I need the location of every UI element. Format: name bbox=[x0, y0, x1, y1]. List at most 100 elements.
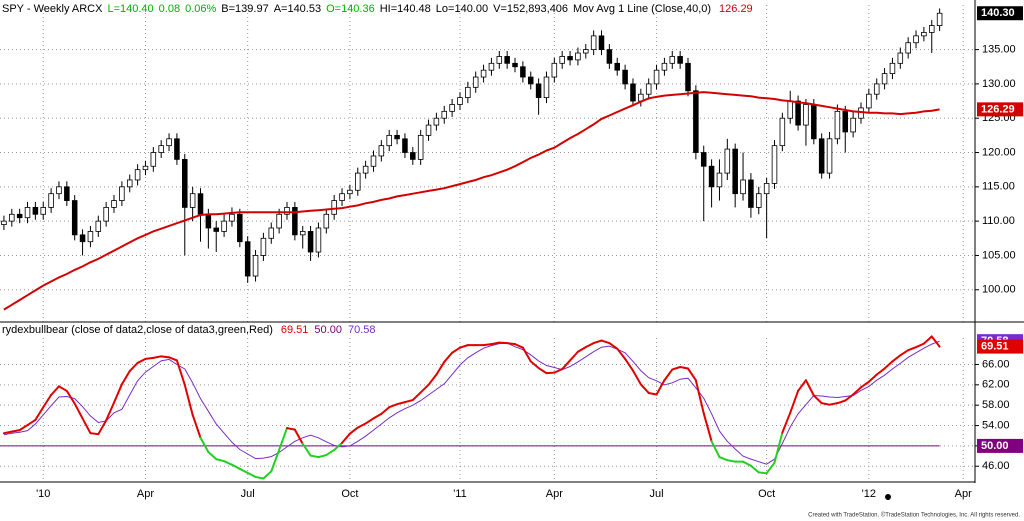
y-tick-label: 110.00 bbox=[982, 215, 1015, 227]
candle-body bbox=[803, 104, 809, 126]
candle-body bbox=[174, 138, 180, 160]
indicator-segment bbox=[679, 366, 690, 370]
indicator-segment bbox=[718, 456, 729, 462]
candle-body bbox=[834, 110, 841, 140]
candle-body bbox=[811, 104, 817, 140]
indicator-segment bbox=[333, 441, 344, 451]
candle-body bbox=[339, 193, 345, 201]
indicator-title: rydexbullbear (close of data2,close of d… bbox=[2, 324, 273, 336]
candle-body bbox=[488, 62, 495, 71]
candle-body bbox=[410, 152, 416, 160]
indicator-segment bbox=[726, 459, 737, 463]
indicator-header: rydexbullbear (close of data2,close of d… bbox=[2, 324, 375, 336]
indicator-segment bbox=[191, 413, 202, 439]
y-tick-label: 100.00 bbox=[982, 284, 1016, 296]
x-tick-label: Jul bbox=[650, 488, 664, 500]
y-tick-label: 58.00 bbox=[982, 399, 1010, 411]
indicator-segment bbox=[812, 394, 823, 405]
indicator-segment bbox=[797, 379, 807, 392]
indicator-segment bbox=[81, 417, 92, 435]
candle-body bbox=[708, 165, 715, 188]
candle-body bbox=[331, 200, 337, 215]
indicator-segment bbox=[238, 467, 249, 474]
indicator-segment bbox=[443, 351, 454, 363]
candle-body bbox=[457, 97, 463, 105]
indicator-segment bbox=[2, 430, 13, 435]
y-tick-label: 115.00 bbox=[982, 181, 1015, 193]
candle-body bbox=[928, 25, 935, 33]
candle-body bbox=[9, 213, 15, 222]
candle-body bbox=[567, 56, 573, 61]
candle-body bbox=[221, 220, 227, 232]
indicator-segment bbox=[514, 343, 524, 349]
header-item: L=140.40 bbox=[107, 3, 153, 15]
candle-body bbox=[606, 49, 613, 64]
candle-body bbox=[543, 76, 550, 99]
indicator-segment bbox=[199, 436, 210, 454]
candle-body bbox=[661, 62, 668, 71]
indicator-segment bbox=[215, 458, 226, 463]
candle-body bbox=[496, 56, 503, 64]
candle-body bbox=[64, 186, 70, 201]
indicator-segment bbox=[631, 369, 642, 386]
indicator-segment bbox=[285, 427, 296, 431]
indicator-segment bbox=[875, 367, 886, 376]
candle-body bbox=[850, 117, 856, 133]
header-item: 0.08 bbox=[159, 3, 180, 15]
candle-body bbox=[740, 179, 746, 195]
value-box bbox=[977, 438, 1023, 453]
indicator-segment bbox=[671, 366, 682, 371]
indicator-segment bbox=[537, 367, 548, 375]
candle-body bbox=[1, 220, 7, 225]
candle-body bbox=[653, 69, 660, 85]
indicator-segment bbox=[553, 368, 564, 374]
indicator-segment bbox=[380, 406, 391, 415]
header-item: O=140.36 bbox=[326, 3, 375, 15]
indicator-segment bbox=[757, 471, 768, 475]
value-box-label: 69.51 bbox=[981, 341, 1009, 353]
indicator-segment bbox=[710, 440, 721, 459]
indicator-segment bbox=[836, 399, 847, 405]
indicator-segment bbox=[789, 389, 800, 414]
candle-body bbox=[402, 138, 408, 153]
y-tick-label: 120.00 bbox=[982, 146, 1016, 158]
candle-body bbox=[826, 138, 833, 174]
header-item: A=140.53 bbox=[274, 3, 321, 15]
candle-body bbox=[244, 241, 251, 277]
candle-body bbox=[189, 193, 196, 208]
indicator-segment bbox=[175, 359, 186, 386]
indicator-segment bbox=[663, 368, 674, 382]
indicator-segment bbox=[506, 342, 517, 346]
candle-body bbox=[323, 213, 330, 229]
indicator-segment bbox=[293, 428, 304, 445]
candle-body bbox=[598, 35, 605, 50]
y-tick-label: 46.00 bbox=[982, 460, 1010, 472]
indicator-segment bbox=[356, 422, 367, 429]
indicator-segment bbox=[411, 391, 422, 402]
candle-body bbox=[134, 169, 141, 181]
candle-body bbox=[889, 62, 896, 75]
candle-body bbox=[362, 165, 369, 174]
candle-body bbox=[913, 35, 919, 44]
indicator-segment bbox=[844, 393, 855, 402]
moving-average-line bbox=[3, 91, 940, 311]
indicator-segment bbox=[922, 335, 933, 345]
value-box-label: 140.30 bbox=[981, 7, 1015, 19]
candle-body bbox=[614, 62, 620, 71]
candle-body bbox=[905, 42, 911, 54]
legend-value: 70.58 bbox=[348, 324, 376, 336]
candle-body bbox=[465, 86, 471, 99]
candle-body bbox=[237, 213, 243, 243]
indicator-segment bbox=[89, 432, 100, 436]
candle-body bbox=[480, 69, 487, 78]
y-tick-label: 66.00 bbox=[982, 358, 1010, 370]
indicator-segment bbox=[867, 373, 878, 383]
candle-body bbox=[936, 12, 943, 26]
indicator-segment bbox=[254, 475, 265, 480]
candle-body bbox=[575, 52, 581, 61]
indicator-segment bbox=[50, 385, 60, 397]
candle-body bbox=[213, 227, 219, 232]
x-tick-label: Oct bbox=[341, 488, 358, 500]
price-header: SPY - Weekly ARCX L=140.40 0.08 0.06% B=139.… bbox=[2, 3, 753, 15]
